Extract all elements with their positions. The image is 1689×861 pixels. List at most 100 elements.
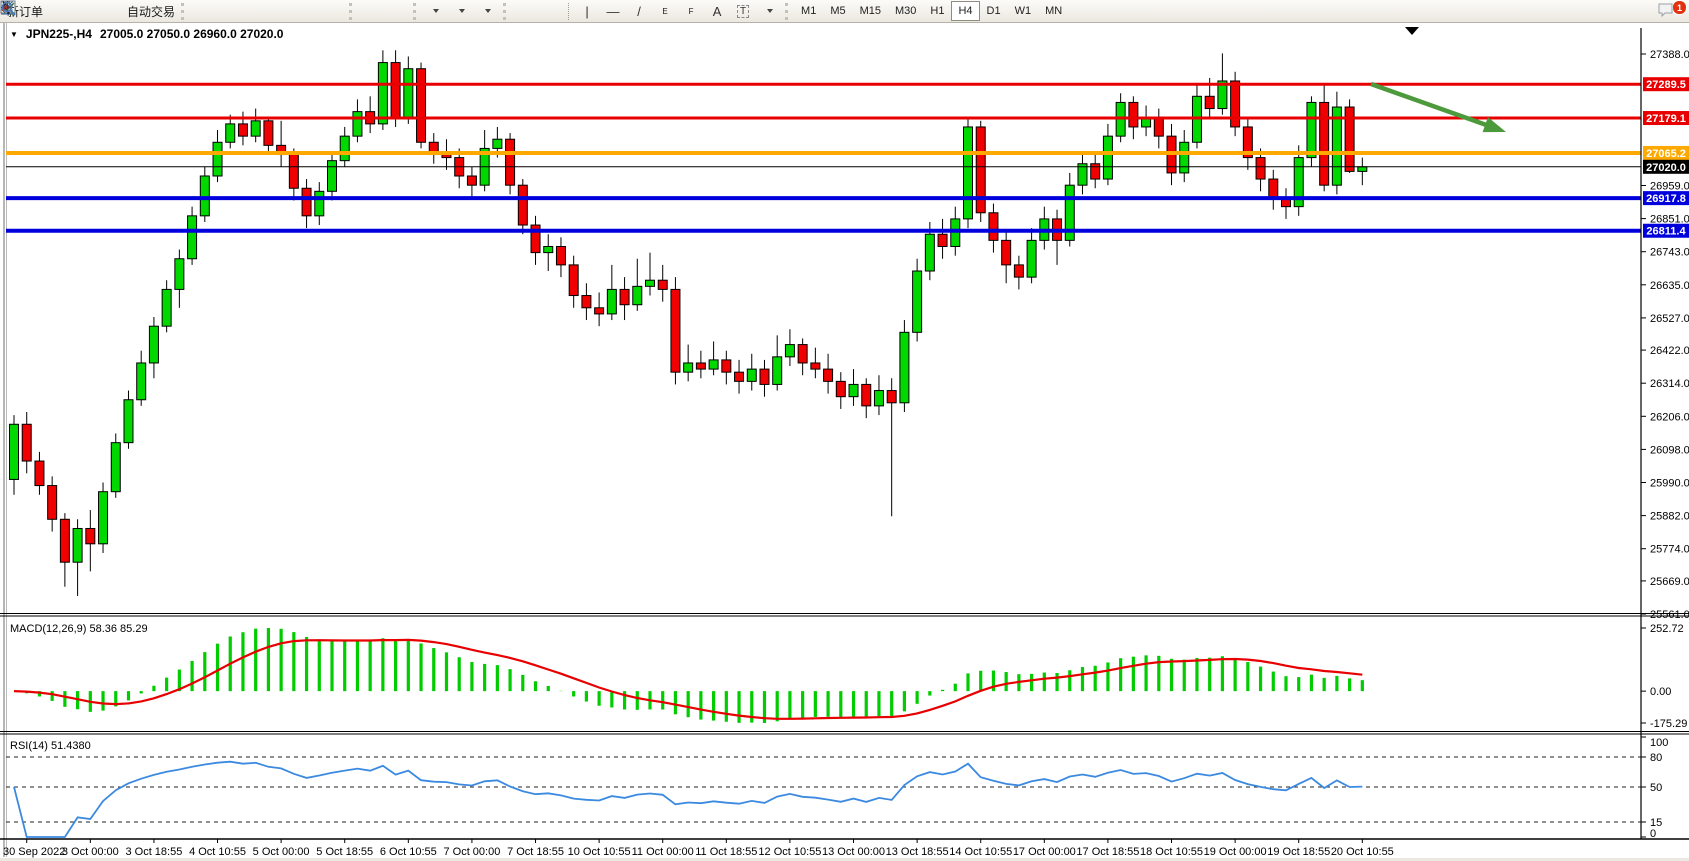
candle [1306,101,1317,159]
candle [1293,157,1304,208]
price-badge: 27020.0 [1643,159,1689,174]
timeframe-m1-button[interactable]: M1 [801,5,817,17]
timeframe-w1-button[interactable]: W1 [1014,5,1032,17]
chart-menu-dropdown-icon[interactable]: ▼ [10,29,18,39]
periods-caret-icon [459,9,466,13]
history-center-button[interactable] [0,1,72,21]
candle [1255,157,1266,180]
fibonacci-tool-button[interactable]: F [1,1,704,21]
templates-button[interactable] [0,0,500,21]
candle [1242,126,1253,159]
timeframe-h1-button[interactable]: H1 [930,5,945,17]
macd-tick-label: -175.29 [1650,718,1687,730]
cursor-tool-button[interactable] [3,1,538,21]
crosshair-tool-button[interactable] [1,1,564,21]
timeframe-m5-button[interactable]: M5 [830,5,846,17]
text-tool-button[interactable]: A [704,1,730,21]
price-tick-label: 27388.0 [1650,49,1689,61]
candle [187,215,198,260]
timeframe-d1-button[interactable]: D1 [986,5,1001,17]
macd-tick-label: 0.00 [1650,686,1671,698]
time-tick-label: 5 Oct 18:55 [316,846,373,858]
candle [695,362,706,370]
timeframe-h4-button[interactable]: H4 [951,1,980,21]
trend-arrow-annotation[interactable] [1370,81,1506,133]
chart-header: ▼ JPN225-,H4 27005.0 27050.0 26960.0 270… [10,27,283,41]
candle [250,120,261,137]
periods-button[interactable] [1,1,474,21]
price-tick-label: 26959.0 [1650,180,1689,192]
search-button[interactable] [1,1,1657,21]
candle [1013,264,1024,278]
candle [21,423,32,462]
trendline-icon: / [637,3,641,19]
candle [225,123,236,143]
price-tick-label: 26098.0 [1650,444,1689,456]
tile-windows-button[interactable] [1,1,346,21]
candle [327,160,337,192]
text-tool-icon: A [712,3,722,19]
candle [1217,80,1228,110]
candle [34,460,45,487]
candle [721,359,732,373]
candle [314,190,325,217]
candle [899,331,910,404]
candle [1077,163,1088,186]
vertical-line-icon: | [585,3,589,19]
candle [1102,135,1113,180]
chart-shift-button[interactable] [0,1,410,21]
shift-end-marker[interactable] [1405,27,1419,35]
arrows-tool-button[interactable] [1,1,782,21]
candle [59,518,70,563]
notifications-button[interactable]: 1 [1657,0,1687,21]
indicators-caret-icon [433,9,440,13]
vertical-line-tool-button[interactable]: | [574,1,600,21]
candle [708,359,719,370]
auto-trading-button[interactable]: 自动交易 [0,1,178,21]
channel-tool-button[interactable]: E [0,0,678,21]
signals-button[interactable] [1,1,124,21]
trendline-tool-button[interactable]: / [626,1,652,21]
candle [975,126,986,214]
candle [683,362,694,373]
accounts-button[interactable] [0,1,98,21]
zoom-in-button[interactable] [2,1,294,21]
candle [797,344,808,364]
candle [594,307,605,315]
candle [1357,166,1368,172]
macd-tick-label: 252.72 [1650,623,1684,635]
auto-scroll-button[interactable] [0,1,384,21]
macd-label: MACD(12,26,9) 58.36 85.29 [10,623,148,635]
zoom-out-button[interactable] [2,1,320,21]
timeframe-m30-button[interactable]: M30 [895,5,917,17]
rsi-tick-label: 50 [1650,782,1662,794]
candle [1204,95,1215,110]
candle [1090,163,1101,180]
candle [288,154,299,189]
candle [301,187,312,217]
price-badge: 27289.5 [1643,77,1689,92]
candle [912,270,923,333]
candle [390,62,401,119]
indicators-button[interactable] [1,0,448,21]
bar-chart-type-button[interactable] [2,1,216,21]
toolbar-grip [785,2,791,20]
time-tick-label: 19 Oct 00:00 [1204,846,1267,858]
timeframe-mn-button[interactable]: MN [1045,5,1063,17]
candle [161,288,172,327]
line-chart-type-button[interactable] [0,1,268,21]
time-tick-label: 13 Oct 00:00 [822,846,885,858]
text-label-tool-button[interactable]: T [730,1,756,21]
horizontal-line-tool-button[interactable]: — [600,1,626,21]
candle [734,371,745,382]
candle [619,288,630,306]
fibonacci-letter: F [688,6,694,16]
candle [823,368,834,382]
toolbar-grip [181,2,187,20]
candle [1319,101,1330,186]
candlestick-type-button[interactable] [1,1,242,21]
timeframe-m15-button[interactable]: M15 [859,5,881,17]
candle [670,288,681,373]
